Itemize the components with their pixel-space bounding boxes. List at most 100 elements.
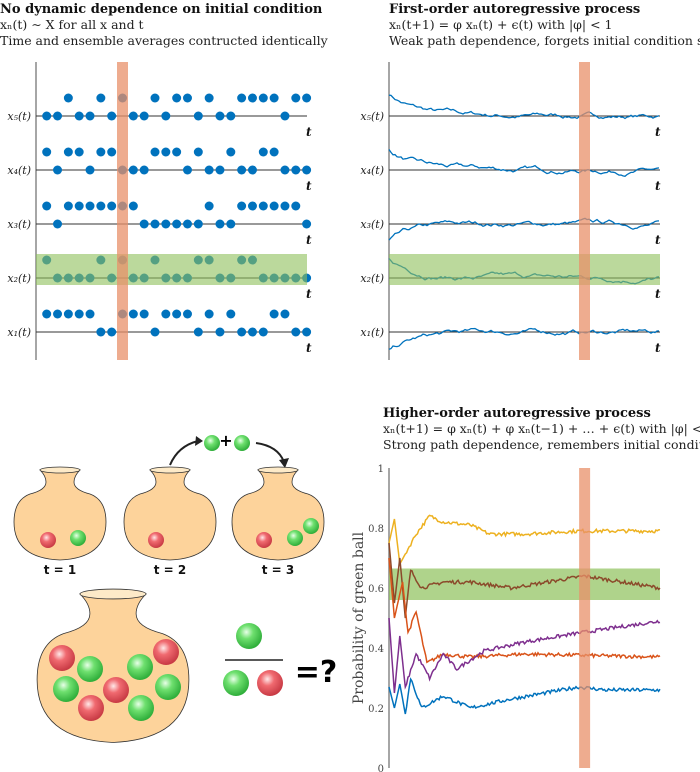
data-dot [150, 147, 160, 157]
data-dot [291, 93, 301, 103]
data-dot [74, 147, 84, 157]
series-line-brown [388, 542, 661, 619]
data-dot [161, 219, 171, 229]
data-dot [107, 111, 117, 121]
arrowhead-icon [195, 436, 203, 446]
time-label: t [306, 179, 312, 193]
series-line-purple [388, 617, 661, 694]
panel-b-title: First-order autoregressive process [389, 2, 640, 17]
time-label: t [655, 125, 661, 139]
data-dot [85, 165, 95, 175]
green-ball [236, 623, 262, 649]
urn-illustration: t = 1 t = 2 t = 3 + =? [13, 431, 338, 743]
data-dot [182, 309, 192, 319]
highlight-row-band [389, 254, 660, 285]
series-line-orange [388, 557, 661, 664]
data-dot [302, 165, 312, 175]
panel-a-line2: Time and ensemble averages contructed id… [0, 33, 329, 48]
data-dot [291, 327, 301, 337]
data-dot [193, 219, 203, 229]
green-ball [128, 695, 154, 721]
time-label: t [306, 125, 312, 139]
ar1-series-line [388, 94, 660, 120]
data-dot [139, 111, 149, 121]
data-dot [280, 309, 290, 319]
red-ball [49, 645, 75, 671]
urn-mouth [257, 466, 299, 474]
y-tick-label: 0.8 [368, 524, 384, 535]
urn-label-1: t = 1 [44, 563, 77, 577]
highlight-time-band [579, 62, 590, 360]
data-dot [258, 93, 268, 103]
data-dot [96, 201, 106, 211]
data-dot [74, 201, 84, 211]
y-axis-title: Probability of green ball [351, 531, 367, 704]
urn-mouth [79, 588, 147, 600]
time-label: t [655, 233, 661, 247]
data-dot [247, 201, 257, 211]
time-label: t [306, 341, 312, 355]
data-dot [139, 219, 149, 229]
row-label: x₂(t) [360, 272, 384, 285]
data-dot [85, 111, 95, 121]
data-dot [182, 219, 192, 229]
urn-body [13, 469, 107, 561]
panel-c-line2: Strong path dependence, remembers initia… [383, 437, 700, 452]
data-dot [226, 147, 236, 157]
data-dot [96, 327, 106, 337]
data-dot [280, 165, 290, 175]
urn-mouth [39, 466, 81, 474]
green-ball [53, 676, 79, 702]
green-ball [77, 656, 103, 682]
data-dot [247, 327, 257, 337]
data-dot [247, 93, 257, 103]
data-dot [128, 111, 138, 121]
panel-b-plot: x₅(t) t x₄(t) t x₃(t) t x₂(t) t x₁(t) t [360, 62, 661, 360]
data-dot [215, 219, 225, 229]
ar1-series-line [388, 149, 660, 177]
data-dot [193, 327, 203, 337]
row-label: x₄(t) [7, 164, 31, 177]
panel-a-title: No dynamic dependence on initial conditi… [0, 2, 323, 17]
data-dot [53, 309, 63, 319]
plus-sign: + [219, 431, 232, 450]
green-ball [155, 674, 181, 700]
data-dot [42, 147, 52, 157]
time-label: t [655, 179, 661, 193]
data-dot [237, 201, 247, 211]
row-label: x₁(t) [360, 326, 384, 339]
data-dot [161, 309, 171, 319]
urn-body [123, 469, 217, 561]
data-dot [258, 201, 268, 211]
y-tick-label: 0.6 [368, 584, 384, 595]
data-dot [204, 165, 214, 175]
row-label: x₅(t) [7, 110, 31, 123]
data-dot [96, 147, 106, 157]
data-dot [215, 165, 225, 175]
y-tick-label: 0.2 [368, 704, 384, 715]
data-dot [42, 309, 52, 319]
arrow-down-icon [255, 442, 285, 463]
data-dot [96, 93, 106, 103]
row-label: x₂(t) [7, 272, 31, 285]
arrowhead-icon [279, 458, 289, 468]
red-ball [256, 532, 272, 548]
data-dot [204, 309, 214, 319]
data-dot [63, 147, 73, 157]
green-ball [204, 435, 220, 451]
urn-body [231, 469, 325, 561]
data-dot [172, 147, 182, 157]
data-dot [74, 309, 84, 319]
equals-question: =? [295, 655, 338, 690]
data-dot [237, 93, 247, 103]
data-dot [161, 147, 171, 157]
panel-b-line2: Weak path dependence, forgets initial co… [389, 33, 700, 48]
series-line-yellow [388, 514, 661, 567]
data-dot [302, 327, 312, 337]
red-ball [78, 695, 104, 721]
data-dot [107, 327, 117, 337]
data-dot [280, 201, 290, 211]
time-label: t [655, 341, 661, 355]
urn [123, 466, 217, 561]
